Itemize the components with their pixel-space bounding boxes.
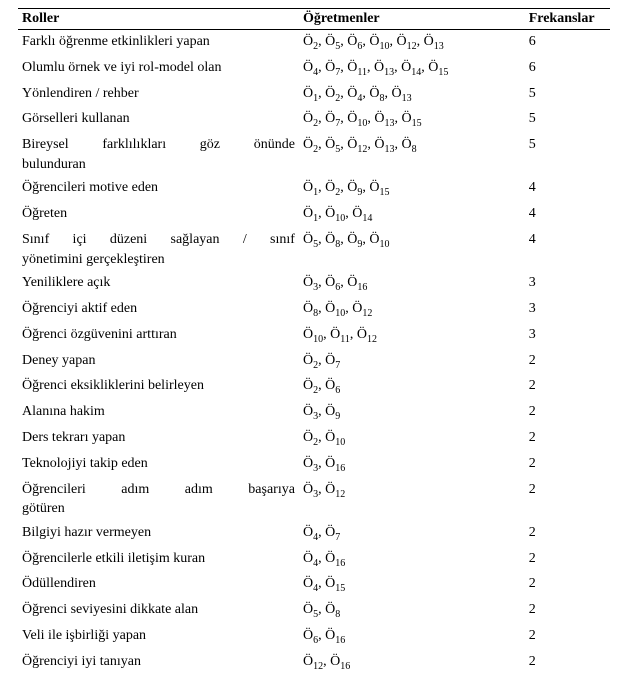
teachers-cell: Ö1, Ö2, Ö4, Ö8, Ö13	[299, 82, 525, 108]
teachers-cell: Ö8, Ö10, Ö12	[299, 297, 525, 323]
table-row: Yeniliklere açıkÖ3, Ö6, Ö163	[18, 271, 610, 297]
role-cell: Alanına hakim	[18, 400, 299, 426]
teachers-cell: Ö3, Ö16	[299, 452, 525, 478]
role-cell: Öğrencileri motive eden	[18, 176, 299, 202]
header-ogretmenler: Öğretmenler	[299, 9, 525, 30]
teachers-cell: Ö4, Ö7, Ö11, Ö13, Ö14, Ö15	[299, 56, 525, 82]
table-row: Öğrenciyi iyi tanıyanÖ12, Ö162	[18, 650, 610, 676]
freq-cell: 5	[525, 107, 610, 133]
teachers-cell: Ö4, Ö15	[299, 572, 525, 598]
teachers-cell: Ö6, Ö16	[299, 624, 525, 650]
teachers-cell: Ö2, Ö5, Ö12, Ö13, Ö8	[299, 133, 525, 176]
freq-cell: 2	[525, 521, 610, 547]
table-row: Alanına hakimÖ3, Ö92	[18, 400, 610, 426]
role-cell: Sınıf içi düzeni sağlayan / sınıfyönetim…	[18, 228, 299, 271]
freq-cell: 4	[525, 176, 610, 202]
freq-cell: 2	[525, 426, 610, 452]
table-header-row: Roller Öğretmenler Frekanslar	[18, 9, 610, 30]
table-row: Öğrenci eksikliklerini belirleyenÖ2, Ö62	[18, 374, 610, 400]
teachers-cell: Ö5, Ö8	[299, 598, 525, 624]
teachers-cell: Ö2, Ö6	[299, 374, 525, 400]
freq-cell: 3	[525, 297, 610, 323]
table-row: Öğrenciyi aktif edenÖ8, Ö10, Ö123	[18, 297, 610, 323]
table-row: Olumlu örnek ve iyi rol-model olanÖ4, Ö7…	[18, 56, 610, 82]
role-cell: Teknolojiyi takip eden	[18, 452, 299, 478]
freq-cell: 5	[525, 133, 610, 176]
table-row: Ders tekrarı yapanÖ2, Ö102	[18, 426, 610, 452]
role-cell: Öğrenci eksikliklerini belirleyen	[18, 374, 299, 400]
role-cell: Veli ile işbirliği yapan	[18, 624, 299, 650]
role-cell: Öğrencilerle etkili iletişim kuran	[18, 547, 299, 573]
freq-cell: 4	[525, 228, 610, 271]
teachers-cell: Ö3, Ö9	[299, 400, 525, 426]
teachers-cell: Ö4, Ö7	[299, 521, 525, 547]
teachers-cell: Ö1, Ö10, Ö14	[299, 202, 525, 228]
role-cell: Ders tekrarı yapan	[18, 426, 299, 452]
freq-cell: 3	[525, 323, 610, 349]
role-cell: Yönlendiren / rehber	[18, 82, 299, 108]
freq-cell: 2	[525, 598, 610, 624]
role-cell: Olumlu örnek ve iyi rol-model olan	[18, 56, 299, 82]
freq-cell: 2	[525, 624, 610, 650]
table-row: Öğrenci özgüvenini arttıranÖ10, Ö11, Ö12…	[18, 323, 610, 349]
teachers-cell: Ö3, Ö6, Ö16	[299, 271, 525, 297]
teachers-cell: Ö2, Ö10	[299, 426, 525, 452]
table-row: Öğrencileri motive edenÖ1, Ö2, Ö9, Ö154	[18, 176, 610, 202]
table-row: ÖğretenÖ1, Ö10, Ö144	[18, 202, 610, 228]
teachers-cell: Ö10, Ö11, Ö12	[299, 323, 525, 349]
role-cell: Yeniliklere açık	[18, 271, 299, 297]
table-row: Öğrencilerle etkili iletişim kuranÖ4, Ö1…	[18, 547, 610, 573]
teachers-cell: Ö4, Ö16	[299, 547, 525, 573]
freq-cell: 2	[525, 572, 610, 598]
table-row: Görselleri kullananÖ2, Ö7, Ö10, Ö13, Ö15…	[18, 107, 610, 133]
freq-cell: 6	[525, 56, 610, 82]
role-cell: Görselleri kullanan	[18, 107, 299, 133]
role-cell: Bilgiyi hazır vermeyen	[18, 521, 299, 547]
role-cell: Deney yapan	[18, 349, 299, 375]
teachers-cell: Ö2, Ö7, Ö10, Ö13, Ö15	[299, 107, 525, 133]
table-row: Veli ile işbirliği yapanÖ6, Ö162	[18, 624, 610, 650]
header-roller: Roller	[18, 9, 299, 30]
table-row: Öğrenci seviyesini dikkate alanÖ5, Ö82	[18, 598, 610, 624]
freq-cell: 2	[525, 452, 610, 478]
freq-cell: 2	[525, 547, 610, 573]
role-cell: Farklı öğrenme etkinlikleri yapan	[18, 30, 299, 56]
teachers-cell: Ö2, Ö5, Ö6, Ö10, Ö12, Ö13	[299, 30, 525, 56]
freq-cell: 3	[525, 271, 610, 297]
freq-cell: 2	[525, 349, 610, 375]
roles-table: Roller Öğretmenler Frekanslar Farklı öğr…	[18, 8, 610, 676]
role-cell: Öğrenci seviyesini dikkate alan	[18, 598, 299, 624]
teachers-cell: Ö1, Ö2, Ö9, Ö15	[299, 176, 525, 202]
table-row: ÖdüllendirenÖ4, Ö152	[18, 572, 610, 598]
table-row: Farklı öğrenme etkinlikleri yapanÖ2, Ö5,…	[18, 30, 610, 56]
freq-cell: 2	[525, 478, 610, 521]
teachers-cell: Ö2, Ö7	[299, 349, 525, 375]
table-row: Öğrencileri adım adım başarıyagötürenÖ3,…	[18, 478, 610, 521]
table-row: Teknolojiyi takip edenÖ3, Ö162	[18, 452, 610, 478]
table-row: Bireysel farklılıkları göz önündebulundu…	[18, 133, 610, 176]
freq-cell: 2	[525, 400, 610, 426]
role-cell: Ödüllendiren	[18, 572, 299, 598]
table-row: Bilgiyi hazır vermeyenÖ4, Ö72	[18, 521, 610, 547]
header-frekanslar: Frekanslar	[525, 9, 610, 30]
freq-cell: 6	[525, 30, 610, 56]
table-row: Yönlendiren / rehberÖ1, Ö2, Ö4, Ö8, Ö135	[18, 82, 610, 108]
role-cell: Öğrencileri adım adım başarıyagötüren	[18, 478, 299, 521]
table-row: Deney yapanÖ2, Ö72	[18, 349, 610, 375]
role-cell: Bireysel farklılıkları göz önündebulundu…	[18, 133, 299, 176]
teachers-cell: Ö5, Ö8, Ö9, Ö10	[299, 228, 525, 271]
freq-cell: 4	[525, 202, 610, 228]
role-cell: Öğrenci özgüvenini arttıran	[18, 323, 299, 349]
freq-cell: 2	[525, 374, 610, 400]
role-cell: Öğreten	[18, 202, 299, 228]
role-cell: Öğrenciyi aktif eden	[18, 297, 299, 323]
freq-cell: 5	[525, 82, 610, 108]
table-row: Sınıf içi düzeni sağlayan / sınıfyönetim…	[18, 228, 610, 271]
teachers-cell: Ö3, Ö12	[299, 478, 525, 521]
teachers-cell: Ö12, Ö16	[299, 650, 525, 676]
role-cell: Öğrenciyi iyi tanıyan	[18, 650, 299, 676]
freq-cell: 2	[525, 650, 610, 676]
